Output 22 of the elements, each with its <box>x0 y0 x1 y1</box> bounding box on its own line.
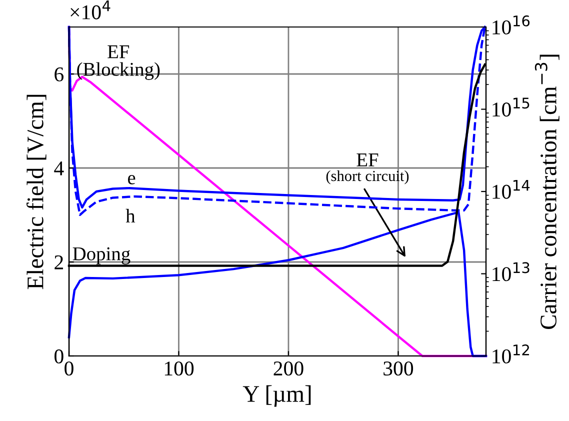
y-tick-label: 4 <box>54 162 64 176</box>
text: EF (short circuit) <box>326 153 409 184</box>
x-tick-label: 300 <box>384 361 414 376</box>
y2-tick-label: 10$^{13}$ <box>492 262 530 282</box>
series-label: Doping <box>72 247 130 264</box>
x-axis-title: Y [µm] <box>242 385 311 407</box>
text: ×10$^{4}$ <box>70 0 110 20</box>
series-label: h <box>126 208 136 222</box>
y-axis-title: Electric field [V/cm] <box>26 94 46 290</box>
series-label: EF (Blocking) <box>77 45 160 80</box>
y2-tick-label: 10$^{16}$ <box>492 15 530 34</box>
y-tick-label: 0 <box>54 349 64 364</box>
x-tick-label: 200 <box>274 361 304 376</box>
y2-tick-label: 10$^{15}$ <box>492 98 530 117</box>
series-label: e <box>128 174 136 184</box>
y-tick-label: 6 <box>54 67 64 82</box>
y2-tick-label: 10$^{12}$ <box>492 344 529 364</box>
y-tick-label: 2 <box>54 255 63 270</box>
y2-tick-label: 10$^{14}$ <box>492 180 530 199</box>
x-tick-label: 100 <box>164 361 194 376</box>
y2-axis-title: Carrier concentration [cm$^{−3}$] <box>534 54 560 330</box>
x-tick-label: 0 <box>64 361 74 376</box>
